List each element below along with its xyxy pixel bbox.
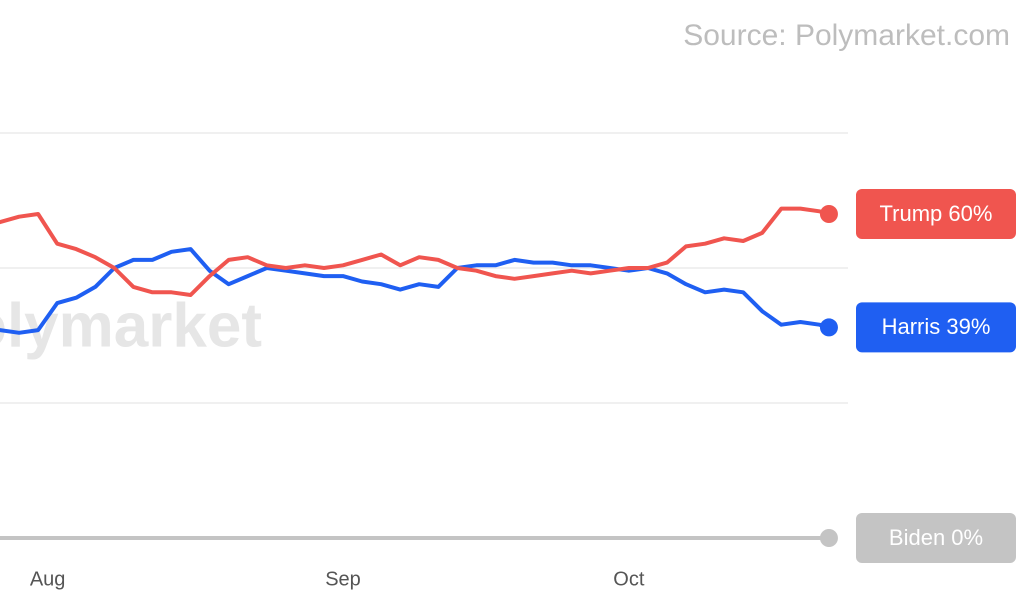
source: Source: Polymarket.com (683, 19, 1010, 52)
legend-label: Biden 0% (889, 525, 983, 550)
x-tick-label: Aug (30, 568, 66, 590)
legend-label: Trump 60% (880, 201, 993, 226)
legend-badge (856, 189, 1016, 239)
end-dot (819, 529, 838, 547)
legend-label: Harris 39% (882, 314, 991, 339)
end-dot (819, 318, 838, 337)
x-tick-label: Sep (325, 568, 361, 590)
series-line (0, 247, 831, 335)
watermark: Polymarket (0, 291, 262, 360)
series-line (0, 206, 831, 297)
end-dot (819, 205, 838, 223)
legend-badge (856, 302, 1016, 353)
x-tick-label: Oct (613, 568, 645, 590)
legend-badge (856, 513, 1016, 563)
